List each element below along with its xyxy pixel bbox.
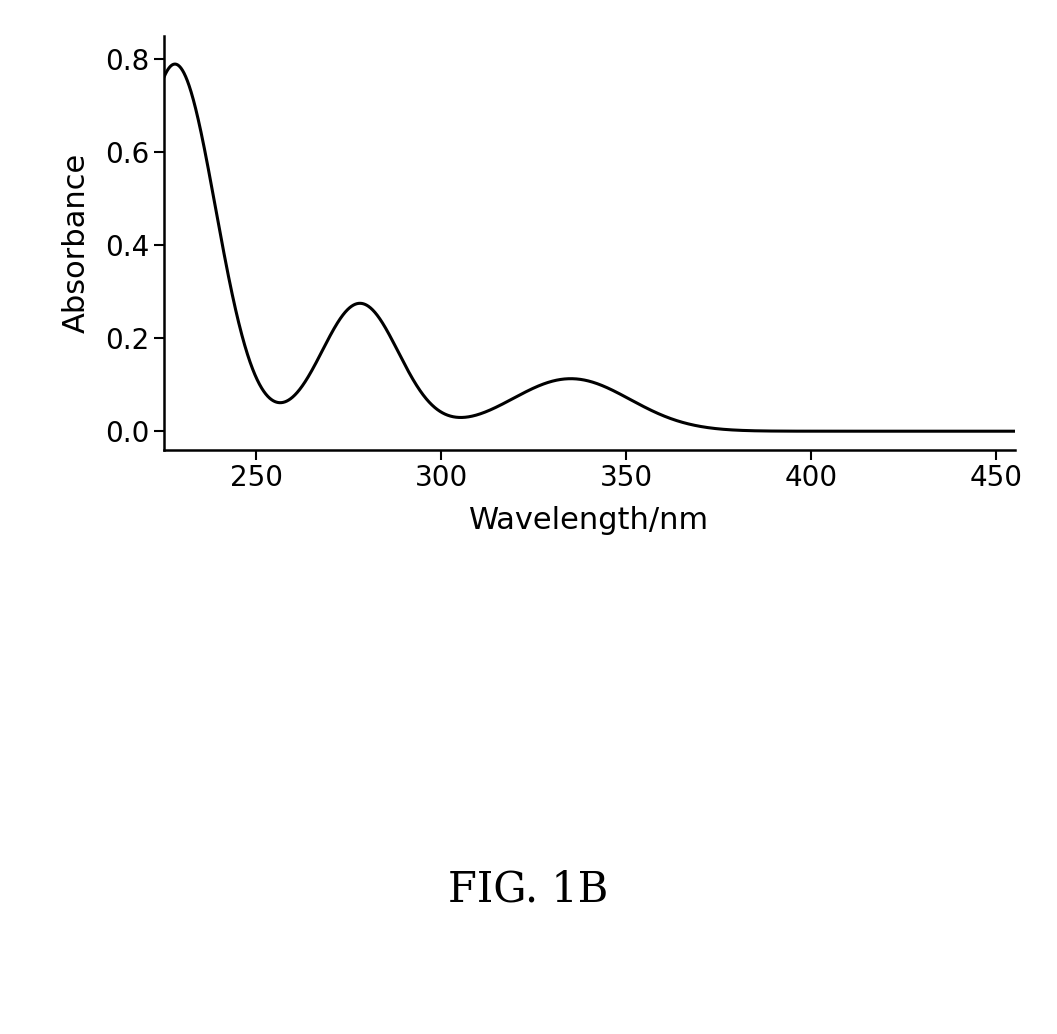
Text: FIG. 1B: FIG. 1B — [448, 869, 609, 910]
Y-axis label: Absorbance: Absorbance — [62, 153, 91, 333]
X-axis label: Wavelength/nm: Wavelength/nm — [469, 507, 709, 536]
